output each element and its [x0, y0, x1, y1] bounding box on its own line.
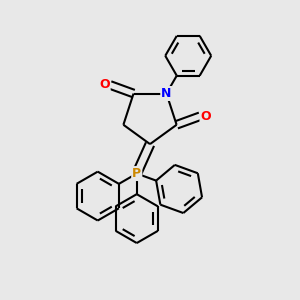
Text: P: P: [132, 167, 141, 180]
Text: N: N: [161, 87, 172, 100]
Text: O: O: [99, 78, 110, 92]
Text: O: O: [200, 110, 211, 123]
